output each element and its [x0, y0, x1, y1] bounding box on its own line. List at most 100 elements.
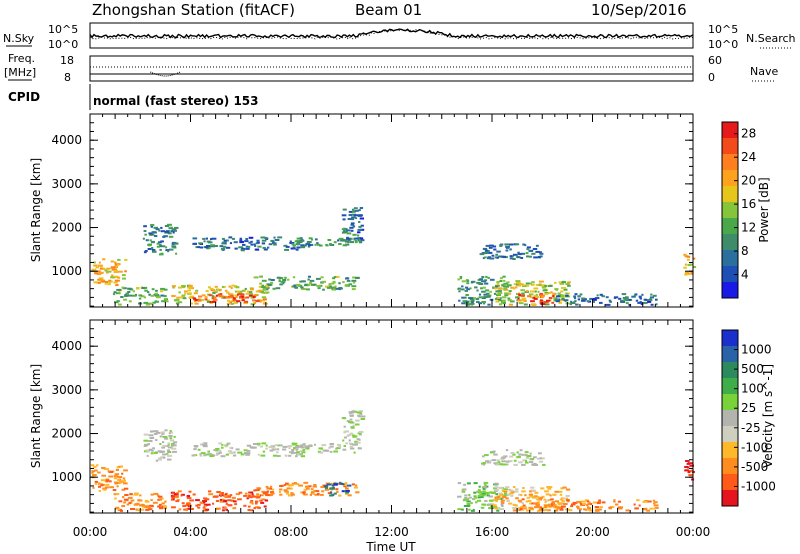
data-cell — [495, 253, 498, 256]
data-cell — [518, 293, 522, 296]
data-cell — [187, 286, 192, 289]
colorbar-cell — [722, 474, 738, 490]
data-cell — [652, 499, 656, 502]
data-cell — [299, 450, 304, 453]
data-cell — [242, 289, 245, 292]
data-cell — [138, 294, 143, 297]
data-cell — [188, 296, 193, 299]
data-cell — [174, 495, 177, 497]
data-cell — [171, 447, 177, 450]
data-cell — [116, 288, 122, 291]
data-cell — [261, 284, 265, 287]
data-cell — [168, 446, 173, 449]
data-cell — [115, 469, 119, 471]
data-cell — [149, 239, 152, 242]
data-cell — [486, 494, 490, 497]
data-cell — [195, 246, 198, 249]
data-cell — [194, 299, 199, 302]
data-cell — [145, 239, 149, 242]
data-cell — [181, 502, 185, 505]
data-cell — [227, 299, 231, 302]
data-cell — [352, 281, 356, 284]
data-cell — [240, 293, 245, 296]
data-cell — [245, 238, 249, 240]
data-cell — [348, 421, 353, 424]
data-cell — [163, 295, 167, 297]
data-cell — [508, 303, 513, 306]
data-cell — [552, 295, 555, 298]
data-cell — [495, 500, 498, 503]
data-cell — [538, 460, 544, 463]
data-cell — [524, 459, 527, 462]
data-cell — [122, 277, 126, 280]
colorbar-cell — [722, 426, 738, 442]
data-cell — [172, 450, 177, 453]
data-cell — [160, 456, 165, 459]
data-cell — [357, 234, 360, 237]
data-cell — [565, 488, 571, 491]
data-cell — [299, 444, 304, 447]
data-cell — [241, 299, 245, 302]
data-cell — [504, 486, 510, 489]
data-cell — [601, 501, 606, 504]
data-cell — [262, 299, 266, 302]
data-cell — [482, 247, 487, 250]
data-cell — [485, 249, 488, 252]
data-cell — [162, 456, 166, 459]
data-cell — [466, 500, 471, 503]
data-cell — [255, 248, 260, 251]
data-cell — [618, 507, 623, 510]
data-cell — [538, 284, 542, 287]
data-cell — [687, 460, 690, 463]
data-cell — [553, 297, 558, 300]
data-cell — [204, 296, 208, 299]
data-cell — [273, 236, 276, 239]
data-cell — [625, 302, 629, 305]
data-cell — [205, 290, 209, 293]
data-cell — [326, 286, 331, 289]
data-cell — [301, 280, 306, 283]
data-cell — [473, 491, 477, 494]
data-cell — [498, 292, 503, 294]
data-cell — [552, 493, 555, 496]
data-cell — [341, 231, 346, 234]
data-cell — [183, 508, 188, 511]
data-cell — [224, 242, 227, 245]
data-cell — [355, 277, 360, 279]
data-cell — [117, 258, 121, 261]
data-cell — [493, 504, 497, 507]
data-cell — [268, 278, 272, 281]
data-cell — [168, 432, 171, 435]
data-cell — [193, 445, 199, 447]
data-cell — [634, 293, 638, 296]
data-cell — [517, 251, 520, 254]
data-cell — [110, 266, 116, 269]
data-cell — [250, 240, 253, 243]
data-cell — [291, 448, 295, 451]
data-cell — [234, 503, 238, 506]
data-cell — [554, 500, 559, 503]
data-cell — [181, 285, 186, 287]
data-cell — [599, 293, 603, 296]
data-cell — [90, 464, 95, 467]
data-cell — [249, 288, 255, 291]
data-cell — [482, 286, 486, 289]
data-cell — [219, 245, 224, 248]
data-cell — [215, 453, 219, 456]
data-cell — [347, 218, 352, 220]
data-cell — [343, 445, 346, 447]
data-cell — [530, 300, 535, 303]
data-cell — [324, 449, 330, 452]
data-cell — [169, 437, 173, 440]
data-cell — [239, 239, 243, 242]
data-cell — [98, 489, 101, 492]
data-cell — [192, 242, 197, 245]
data-cell — [353, 451, 356, 454]
data-cell — [168, 435, 173, 437]
data-cell — [160, 230, 165, 233]
data-cell — [360, 224, 364, 227]
data-cell — [233, 500, 237, 503]
data-cell — [643, 298, 647, 301]
data-cell — [123, 501, 126, 504]
data-cell — [108, 475, 114, 478]
